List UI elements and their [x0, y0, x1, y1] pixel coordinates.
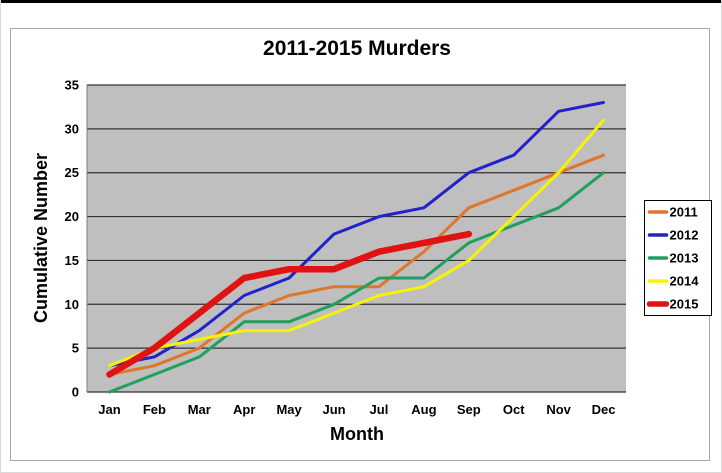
y-tick-label-30: 30 [65, 121, 79, 136]
x-tick-label-nov: Nov [546, 402, 571, 417]
y-tick-label-15: 15 [65, 253, 79, 268]
x-tick-label-jan: Jan [98, 402, 120, 417]
legend-label-2013: 2013 [670, 251, 699, 266]
x-axis-title: Month [330, 424, 384, 444]
y-tick-label-35: 35 [65, 78, 79, 93]
y-axis-title: Cumulative Number [31, 153, 51, 323]
x-tick-label-apr: Apr [233, 402, 255, 417]
legend-item-2014: 2014 [647, 274, 700, 289]
series-line-2015 [106, 230, 473, 378]
legend-item-2013: 2013 [647, 251, 699, 266]
x-tick-label-may: May [276, 402, 302, 417]
legend-item-2011: 2011 [647, 205, 698, 220]
legend-label-2014: 2014 [670, 274, 700, 289]
x-tick-label-jun: Jun [322, 402, 345, 417]
y-tick-label-25: 25 [65, 165, 79, 180]
x-tick-label-jul: Jul [370, 402, 389, 417]
chart-title: 2011-2015 Murders [263, 37, 451, 60]
series-line-2011 [108, 153, 605, 376]
y-tick-label-0: 0 [72, 385, 79, 400]
x-tick-label-feb: Feb [143, 402, 166, 417]
series-line-2013 [108, 171, 605, 394]
legend-item-2015: 2015 [646, 297, 699, 312]
legend-item-2012: 2012 [647, 228, 699, 243]
x-tick-label-mar: Mar [188, 402, 211, 417]
legend-label-2011: 2011 [670, 205, 698, 220]
top-border-line [1, 0, 721, 3]
x-tick-label-aug: Aug [411, 402, 436, 417]
y-tick-label-10: 10 [65, 297, 79, 312]
series-line-2014 [108, 118, 605, 368]
y-tick-label-20: 20 [65, 209, 79, 224]
plot-area [87, 85, 626, 392]
x-tick-label-dec: Dec [592, 402, 616, 417]
legend-label-2015: 2015 [670, 297, 699, 312]
x-tick-label-oct: Oct [503, 402, 525, 417]
y-tick-label-5: 5 [72, 341, 79, 356]
x-tick-label-sep: Sep [457, 402, 481, 417]
legend-label-2012: 2012 [670, 228, 699, 243]
series-line-2012 [108, 101, 605, 368]
